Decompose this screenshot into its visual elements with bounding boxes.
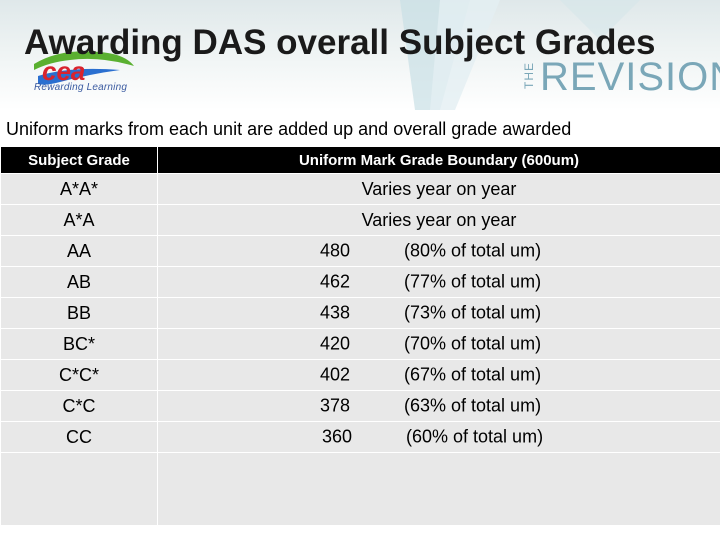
boundary-cell: 402 (67% of total um) [157,359,720,391]
grade-cell: BB [0,297,158,329]
mark-value: 462 [320,271,351,292]
grade-cell: C*C* [0,359,158,391]
boundary-cell: 378 (63% of total um) [157,390,720,422]
mark-value: 438 [320,302,351,323]
table-row-empty [0,452,720,526]
slide-header: cea Rewarding Learning THE REVISION Awar… [0,0,720,110]
mark-value: 402 [320,364,351,385]
mark-value: 480 [320,240,351,261]
boundary-cell: 360 (60% of total um) [157,421,720,453]
logo-text: cea [42,56,85,86]
table-row: AB 462 (77% of total um) [0,266,720,298]
grade-cell: A*A* [0,173,158,205]
table-row: BB 438 (73% of total um) [0,297,720,329]
mark-percent: (63% of total um) [404,395,542,416]
mark-percent: (67% of total um) [404,364,542,385]
mark-value: 378 [320,395,351,416]
empty-cell [0,452,158,526]
mark-percent: (70% of total um) [404,333,542,354]
empty-cell [157,452,720,526]
table-row: CC 360 (60% of total um) [0,421,720,453]
header-grade-boundary: Uniform Mark Grade Boundary (600um) [157,146,720,174]
cea-logo: cea [34,51,134,86]
page-title: Awarding DAS overall Subject Grades [24,23,656,62]
table-row: AA 480 (80% of total um) [0,235,720,267]
grade-cell: CC [0,421,158,453]
mark-value: 420 [320,333,351,354]
header-decoration [400,0,640,110]
table-row: BC* 420 (70% of total um) [0,328,720,360]
mark-value: 360 [322,426,353,447]
revision-wordmark: REVISION [540,55,720,99]
boundary-cell: Varies year on year [157,204,720,236]
logo-tagline: Rewarding Learning [34,82,128,93]
table-header-row: Subject Grade Uniform Mark Grade Boundar… [0,146,720,174]
header-subject-grade: Subject Grade [0,146,158,174]
boundary-cell: Varies year on year [157,173,720,205]
mark-percent: (77% of total um) [404,271,542,292]
table-row: A*A Varies year on year [0,204,720,236]
grade-boundary-table: Subject Grade Uniform Mark Grade Boundar… [0,146,720,526]
table-row: A*A* Varies year on year [0,173,720,205]
boundary-cell: 462 (77% of total um) [157,266,720,298]
subtitle: Uniform marks from each unit are added u… [6,119,572,139]
mark-percent: (60% of total um) [406,426,544,447]
grade-cell: AA [0,235,158,267]
table-row: C*C* 402 (67% of total um) [0,359,720,391]
boundary-cell: 438 (73% of total um) [157,297,720,329]
grade-cell: BC* [0,328,158,360]
boundary-cell: 420 (70% of total um) [157,328,720,360]
revision-prefix: THE [522,62,536,89]
boundary-cell: 480 (80% of total um) [157,235,720,267]
grade-cell: C*C [0,390,158,422]
mark-percent: (73% of total um) [404,302,542,323]
grade-cell: AB [0,266,158,298]
table-row: C*C 378 (63% of total um) [0,390,720,422]
grade-cell: A*A [0,204,158,236]
mark-percent: (80% of total um) [404,240,542,261]
